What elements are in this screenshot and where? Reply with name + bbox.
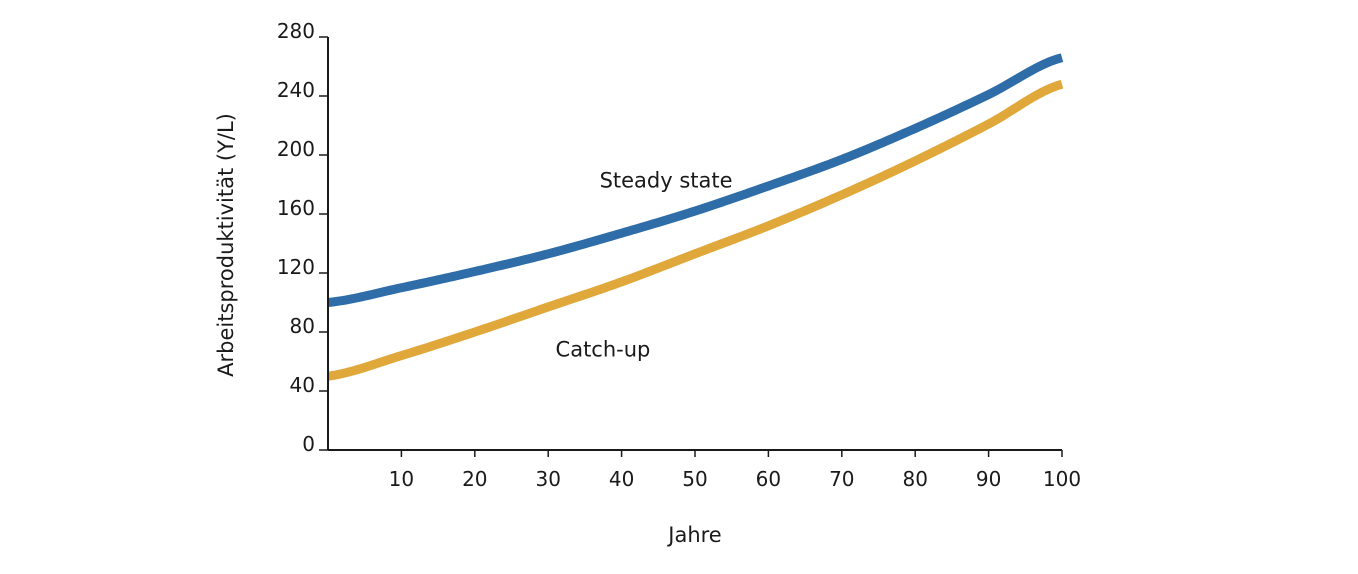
series-line-catch-up bbox=[327, 79, 1064, 381]
y-tick-label: 160 bbox=[277, 196, 315, 220]
x-tick-label: 70 bbox=[829, 467, 854, 491]
series-line-steady-state bbox=[327, 53, 1064, 307]
x-tick-label: 80 bbox=[902, 467, 927, 491]
x-tick-label: 60 bbox=[756, 467, 781, 491]
x-tick-label: 30 bbox=[535, 467, 560, 491]
x-tick-label: 100 bbox=[1043, 467, 1081, 491]
x-tick-label: 50 bbox=[682, 467, 707, 491]
y-tick-label: 80 bbox=[290, 314, 315, 338]
axes-layer bbox=[327, 37, 1062, 451]
series-label-catch-up: Catch-up bbox=[556, 337, 651, 361]
y-tick-label: 240 bbox=[277, 78, 315, 102]
y-tick-label: 280 bbox=[277, 19, 315, 43]
y-tick-label: 200 bbox=[277, 137, 315, 161]
x-axis-title: Jahre bbox=[666, 523, 721, 547]
x-tick-label: 90 bbox=[976, 467, 1001, 491]
y-axis-title: Arbeitsproduktivität (Y/L) bbox=[214, 113, 238, 377]
ticks-layer: 0 40 80 120 160 200 240 280 10 20 30 40 50 60 70 80 90 10… bbox=[277, 19, 1081, 491]
series-label-steady-state: Steady state bbox=[600, 169, 733, 193]
x-tick-label: 20 bbox=[462, 467, 487, 491]
y-tick-label: 40 bbox=[290, 373, 315, 397]
series-labels-layer: Steady state Catch-up bbox=[556, 169, 733, 362]
x-tick-label: 10 bbox=[389, 467, 414, 491]
x-tick-label: 40 bbox=[609, 467, 634, 491]
y-tick-label: 0 bbox=[302, 432, 315, 456]
y-tick-label: 120 bbox=[277, 255, 315, 279]
series-layer bbox=[327, 53, 1064, 381]
